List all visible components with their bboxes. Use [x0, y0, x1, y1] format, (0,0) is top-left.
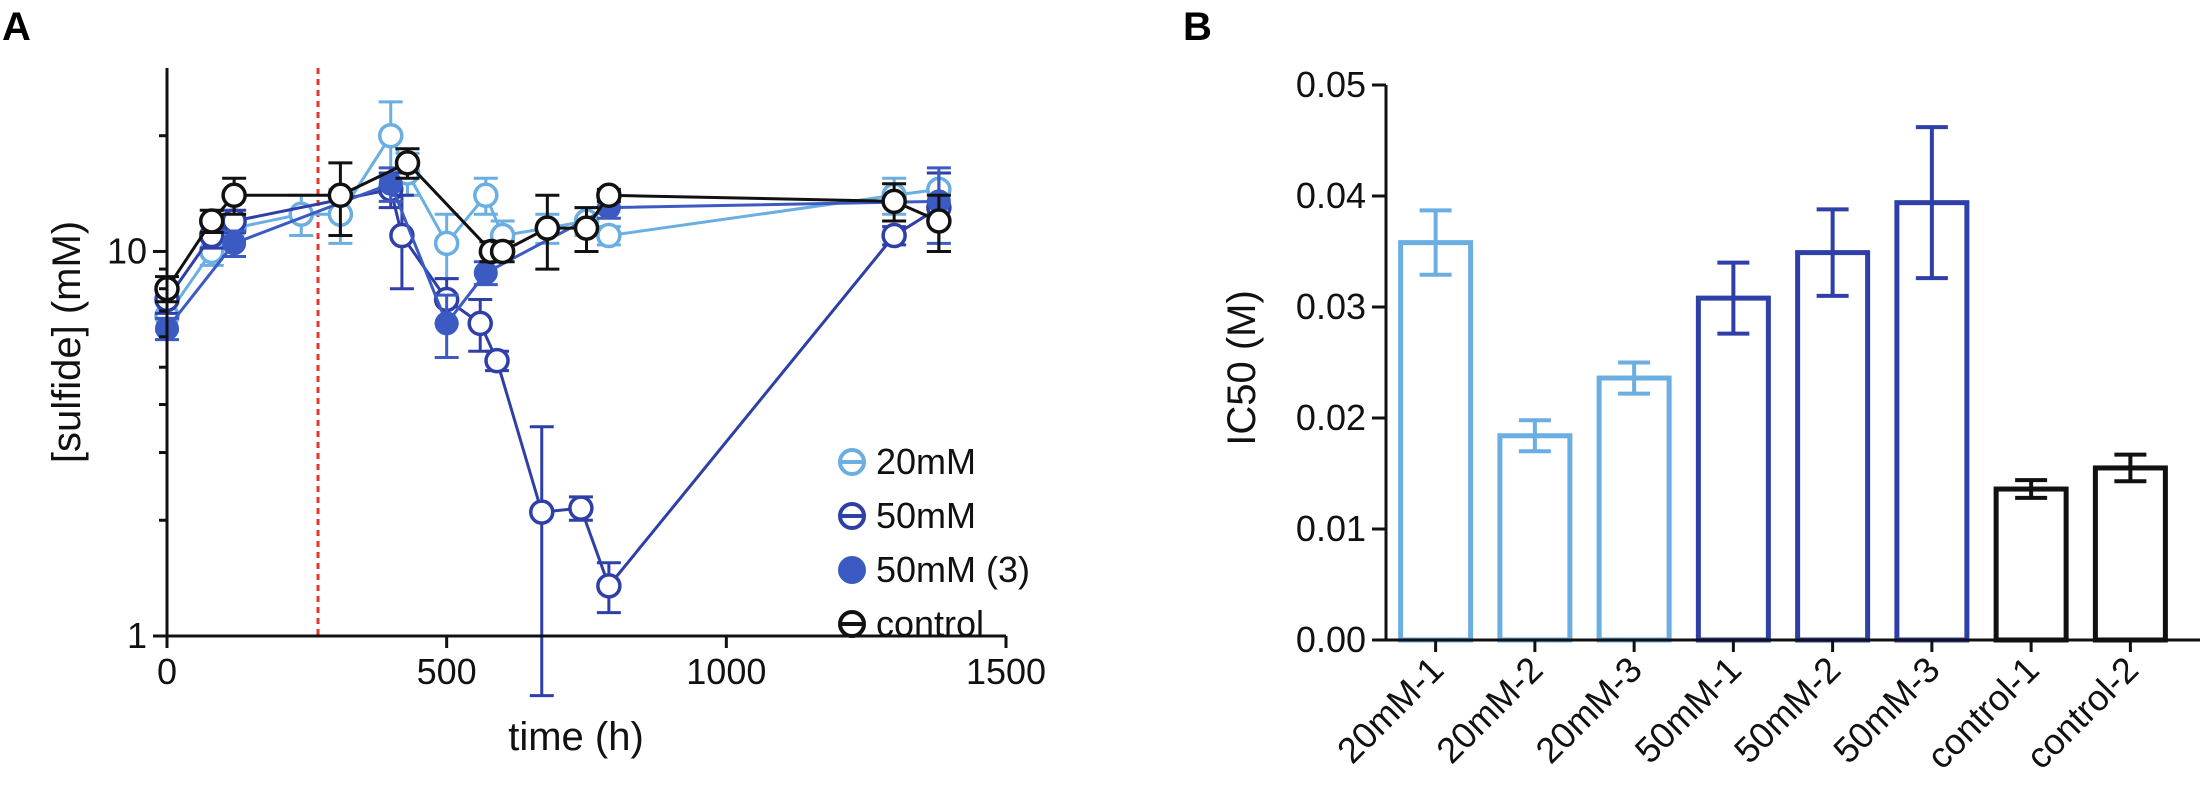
data-point	[222, 231, 247, 256]
y-tick-label-b: 0.00	[1296, 619, 1366, 660]
legend-label: control	[876, 603, 984, 644]
category-label: 50mM-2	[1726, 649, 1848, 771]
y-tick-label: 1	[127, 615, 147, 656]
panel-b-axes	[1384, 85, 2200, 642]
data-point	[473, 260, 498, 285]
y-tick-label-b: 0.05	[1296, 64, 1366, 105]
data-point	[221, 182, 247, 209]
series-line-50mM	[165, 187, 940, 589]
category-label: 20mM-1	[1329, 649, 1451, 771]
x-tick-label: 1000	[686, 651, 766, 692]
bar	[1596, 375, 1672, 643]
bar	[1497, 433, 1573, 643]
series-control	[154, 147, 952, 304]
data-point	[467, 310, 493, 337]
data-point	[926, 208, 952, 234]
legend-item-20mM: 20mM	[838, 441, 976, 482]
x-tick-label: 0	[157, 651, 177, 692]
panel-b-ticks: 0.00 0.01 0.02 0.03 0.04 0.05	[1296, 64, 1386, 660]
panel-a-axes	[165, 68, 1006, 638]
legend-filled-circle-icon	[838, 556, 866, 584]
legend-label: 20mM	[876, 441, 976, 482]
data-point	[198, 208, 225, 234]
panel-a-ticks: 0 500 1000 1500 1 10	[107, 134, 1046, 692]
legend-label: 50mM	[876, 495, 976, 536]
bar	[1398, 240, 1474, 643]
data-point	[394, 150, 421, 176]
data-point	[568, 495, 594, 521]
data-point	[534, 215, 561, 241]
bar	[1795, 250, 1871, 643]
category-label: 50mM-1	[1627, 649, 1749, 771]
data-point	[529, 499, 555, 525]
panel-a-letter: A	[2, 5, 31, 49]
legend-item-control: control	[838, 603, 984, 644]
data-point	[881, 188, 907, 215]
y-tick-label: 10	[107, 230, 147, 271]
x-tick-label: 1500	[966, 651, 1046, 692]
x-tick-label: 500	[417, 651, 477, 692]
category-label: 20mM-2	[1428, 649, 1550, 771]
y-tick-label-b: 0.01	[1296, 508, 1366, 549]
data-point	[327, 182, 354, 209]
x-axis-title: time (h)	[508, 715, 644, 759]
legend-label: 50mM (3)	[876, 549, 1030, 590]
data-point	[573, 215, 600, 241]
data-point	[881, 222, 907, 249]
data-point	[484, 347, 510, 374]
data-point	[473, 182, 499, 209]
y-axis-title-b: IC50 (M)	[1220, 290, 1264, 446]
category-label: 20mM-3	[1527, 649, 1649, 771]
bar	[2092, 465, 2168, 643]
data-point	[377, 122, 404, 149]
panel-a: A 0 500 1000 1500 1 10 time (h) [sulfide] (mM…	[2, 5, 1046, 759]
y-axis-title: [sulfide] (mM)	[45, 221, 89, 463]
y-tick-label-b: 0.02	[1296, 397, 1366, 438]
category-label: control-2	[2018, 649, 2146, 777]
data-point	[596, 222, 622, 249]
legend: 20mM 50mM 50mM (3) control	[838, 441, 1030, 644]
y-tick-label-b: 0.04	[1296, 175, 1366, 216]
panel-b-letter: B	[1183, 5, 1212, 49]
panel-a-series	[154, 100, 952, 698]
y-tick-label-b: 0.03	[1296, 286, 1366, 327]
legend-item-50mM_3: 50mM (3)	[838, 549, 1030, 590]
panel-b: B 20mM-120mM-220mM-350mM-150mM-250mM-3co…	[1183, 5, 2200, 777]
series-50mM	[154, 171, 952, 698]
bar	[1993, 486, 2069, 643]
data-point	[434, 311, 459, 336]
legend-item-50mM: 50mM	[838, 495, 976, 536]
data-point	[433, 230, 460, 257]
panel-b-bars: 20mM-120mM-220mM-350mM-150mM-250mM-3cont…	[1329, 125, 2168, 777]
data-point	[489, 238, 516, 265]
data-point	[596, 182, 622, 209]
series-20mM	[154, 100, 952, 333]
bar	[1695, 295, 1771, 643]
data-point	[596, 573, 622, 599]
